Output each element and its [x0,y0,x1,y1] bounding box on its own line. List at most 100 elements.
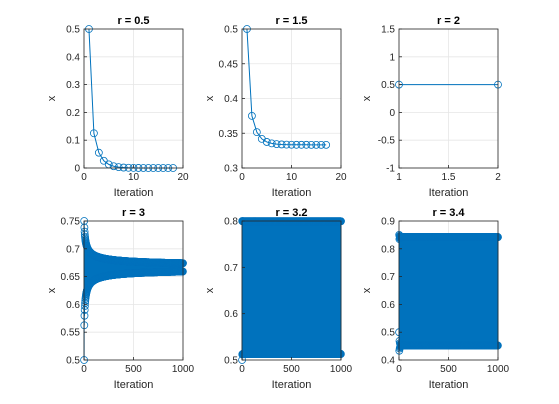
x-axis-label: Iteration [429,379,469,391]
subplot-title: r = 3 [122,207,145,219]
subplot: 0 10 20 0.3 0.35 0.4 0.45 0.5 r = 1.5 Iteration x [204,15,347,199]
x-tick-label: 10 [128,172,140,183]
y-tick-label: 0.2 [66,108,80,119]
y-tick-label: 0.6 [381,300,395,311]
x-tick-label: 0 [81,364,87,375]
data-point [272,140,281,148]
series [238,217,345,364]
x-tick-label: 1000 [172,364,195,375]
data-point [297,140,306,149]
data-point [282,140,291,149]
data-point [247,111,256,120]
y-tick-label: 0.7 [381,272,395,283]
y-axis-label: x [204,287,216,293]
y-tick-label: 0.5 [381,328,395,339]
data-point [317,140,326,149]
subplot-title: r = 1.5 [275,15,307,27]
y-axis-label: x [204,95,216,101]
data-point [322,140,331,149]
subplot-title: r = 3.4 [432,207,465,219]
x-tick-label: 1000 [487,364,510,375]
y-tick-label: 0.55 [61,328,81,339]
y-tick-label: 0.6 [224,309,238,320]
y-tick-label: 0.5 [66,25,80,36]
x-axis-label: Iteration [114,187,154,199]
data-point [307,140,316,149]
data-point [312,140,321,149]
y-axis-label: x [361,95,373,101]
data-point [277,140,286,149]
y-tick-label: 0.7 [66,244,80,255]
data-point [262,138,271,146]
y-tick-label: 0.8 [224,217,238,228]
series-line [83,220,184,361]
data-point [267,139,276,148]
y-tick-label: 0.4 [66,52,80,63]
subplot-title: r = 3.2 [275,207,307,219]
x-tick-label: 20 [177,172,189,183]
y-tick-label: 1.5 [381,25,395,36]
y-tick-label: 0.5 [224,25,238,36]
y-tick-label: 0.45 [219,59,239,70]
x-tick-label: 20 [335,172,347,183]
data-point [90,129,98,138]
series [395,230,502,355]
x-tick-label: 2 [495,172,501,183]
y-tick-label: 0.4 [381,356,395,367]
subplot: 0 500 1000 0.4 0.5 0.6 0.7 0.8 0.9 r = 3.4 Iterati… [361,207,510,391]
y-tick-label: 0.75 [61,217,81,228]
y-tick-label: 0 [389,108,395,119]
data-point [302,140,311,149]
data-point [81,299,89,307]
x-tick-label: 0 [81,172,87,183]
x-tick-label: 1000 [330,364,353,375]
subplot-title: r = 2 [437,15,460,27]
x-axis-label: Iteration [114,379,154,391]
y-tick-label: 0.6 [66,300,80,311]
x-tick-label: 1.5 [442,172,456,183]
y-tick-label: 0.35 [219,129,239,140]
y-tick-label: 0.8 [381,244,395,255]
y-tick-label: 0 [74,164,80,175]
data-point [292,140,301,149]
series [80,217,187,364]
subplot: 0 500 1000 0.5 0.55 0.6 0.65 0.7 0.75 r = 3 Iterat… [46,207,195,391]
y-tick-label: 0.4 [224,94,238,105]
y-tick-label: 0.5 [224,356,238,367]
x-tick-label: 0 [396,364,402,375]
series [243,25,331,149]
x-axis-label: Iteration [272,379,312,391]
data-point [109,162,118,171]
y-tick-label: 0.1 [66,136,80,147]
y-tick-label: 0.3 [66,80,80,91]
y-tick-label: 0.5 [66,356,80,367]
y-tick-label: 0.9 [381,217,395,228]
subplot-title: r = 0.5 [117,15,149,27]
data-point [119,163,128,172]
x-axis-label: Iteration [272,187,312,199]
data-point [252,128,261,137]
y-tick-label: 0.7 [224,263,238,274]
subplot: 0 10 20 0 0.1 0.2 0.3 0.4 0.5 r = 0.5 Iteration x [46,15,189,199]
y-tick-label: 0.3 [224,164,238,175]
x-axis-label: Iteration [429,187,469,199]
x-tick-label: 500 [440,364,457,375]
y-axis-label: x [361,287,373,293]
data-point [80,311,89,320]
x-tick-label: 10 [286,172,298,183]
subplot: 0 500 1000 0.5 0.6 0.7 0.8 r = 3.2 Iteration x [204,207,353,391]
y-tick-label: 0.65 [61,272,81,283]
data-point [94,148,103,157]
y-tick-label: 0.5 [381,80,395,91]
x-tick-label: 0 [239,364,245,375]
y-axis-label: x [46,95,58,101]
x-tick-label: 500 [283,364,300,375]
data-point [114,163,123,172]
y-tick-label: -1 [386,164,395,175]
data-point [287,140,296,149]
x-tick-label: 500 [125,364,142,375]
x-tick-label: 0 [239,172,245,183]
subplot: 1 1.5 2 -1 -0.5 0 0.5 1 1.5 r = 2 Iteration x [361,15,502,199]
x-tick-label: 1 [396,172,402,183]
